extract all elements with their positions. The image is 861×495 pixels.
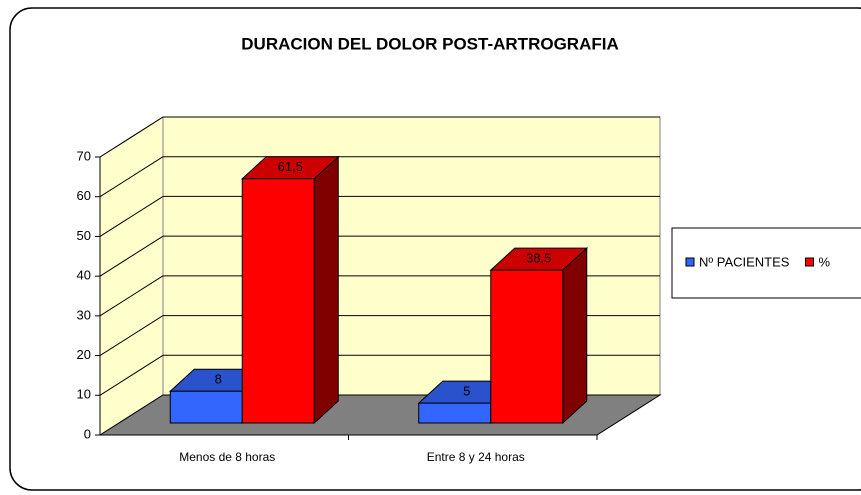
bar [169, 390, 243, 424]
bar-side [562, 246, 588, 425]
bar-side [313, 155, 339, 425]
y-tick-label: 60 [77, 188, 91, 203]
legend-label: Nº PACIENTES [699, 254, 790, 269]
bar [418, 402, 492, 424]
y-tick-label: 10 [77, 387, 91, 402]
grid-line [99, 156, 164, 198]
bar [241, 178, 315, 424]
data-label: 5 [463, 384, 470, 399]
y-tick-label: 50 [77, 228, 91, 243]
data-label: 8 [215, 372, 222, 387]
grid-line [99, 354, 164, 396]
side-wall [99, 116, 164, 436]
grid-line [99, 275, 164, 317]
grid-line [99, 235, 164, 277]
legend: Nº PACIENTES% [671, 227, 861, 299]
grid-line [99, 315, 164, 356]
legend-label: % [818, 254, 830, 269]
legend-box [671, 227, 861, 299]
legend-swatch [804, 257, 814, 267]
y-tick-label: 0 [84, 426, 91, 441]
x-tick-label: Menos de 8 horas [179, 450, 275, 464]
grid-line [99, 196, 164, 237]
legend-swatch [685, 257, 695, 267]
data-label: 61,5 [278, 159, 303, 174]
data-label: 38,5 [526, 251, 551, 266]
y-tick-label: 40 [77, 268, 91, 283]
y-tick-label: 70 [77, 148, 91, 163]
y-tick-label: 20 [77, 347, 91, 362]
y-tick-label: 30 [77, 307, 91, 322]
grid-line [99, 116, 164, 158]
chart-title: DURACION DEL DOLOR POST-ARTROGRAFIA [241, 34, 618, 53]
bar [490, 269, 564, 424]
x-tick-label: Entre 8 y 24 horas [427, 450, 525, 464]
